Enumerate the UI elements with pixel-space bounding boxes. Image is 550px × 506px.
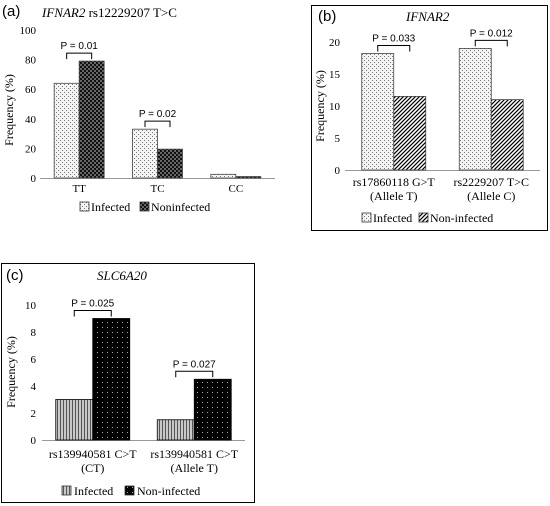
legend-swatch-noninfected	[139, 201, 150, 212]
bar-infected	[458, 48, 492, 171]
bar-infected	[156, 419, 195, 441]
significance-bracket	[377, 45, 411, 52]
y-tick-label: 20	[329, 37, 341, 49]
panel-b-legend: Infected Non-infected	[361, 211, 493, 225]
y-tick-label: 4	[31, 381, 37, 393]
category-label: rs139940581 C>T	[150, 447, 238, 461]
category-label: (Allele T)	[370, 189, 417, 203]
legend-swatch-infected	[79, 201, 90, 212]
panel-c-title: SLC6A20	[97, 268, 147, 283]
panel-c-legend: Infected Non-infected	[61, 484, 200, 498]
bar-infected	[132, 128, 158, 179]
category-label: (Allele C)	[467, 189, 515, 203]
bar-infected	[210, 173, 237, 179]
legend-label-infected: Infected	[373, 211, 412, 225]
bar-noninfected	[78, 60, 105, 179]
legend-label-noninfected: Non-infected	[430, 211, 493, 225]
y-tick-label: 20	[25, 143, 37, 155]
category-label: rs139940581 C>T	[49, 447, 137, 461]
y-tick-label: 5	[335, 133, 341, 145]
y-tick-label: 0	[335, 165, 341, 177]
bar-non-infected	[193, 378, 232, 441]
p-value-label: P = 0.01	[60, 41, 98, 52]
significance-bracket	[175, 370, 214, 378]
significance-bracket	[66, 52, 93, 60]
significance-bracket	[474, 39, 508, 47]
p-value-label: P = 0.033	[372, 34, 415, 45]
y-tick-label: 40	[25, 114, 37, 126]
panel-a: (a) IFNAR2 rs12229207 T>C Frequency (%) …	[2, 3, 275, 214]
panel-b-ylabel: Frequency (%)	[313, 70, 327, 142]
legend-swatch-infected	[61, 485, 72, 496]
category-label: CC	[228, 183, 243, 195]
panel-c: (c) SLC6A20 Frequency (%) 0 2 4 6 8 10 rs13994…	[1, 263, 255, 503]
p-value-label: P = 0.02	[139, 109, 177, 120]
panel-a-title: IFNAR2 rs12229207 T>C	[41, 5, 177, 20]
y-tick-label: 80	[25, 55, 37, 67]
y-tick-label: 10	[25, 300, 37, 312]
bar-non-infected	[393, 96, 427, 171]
p-value-label: P = 0.027	[173, 359, 216, 370]
legend-label-infected: Infected	[74, 484, 113, 498]
panel-a-title-gene: IFNAR2	[41, 5, 86, 20]
significance-bracket	[73, 310, 112, 317]
panel-b-plot: 0 5 10 15 20 rs17860118 G>T(Allele T) P = 0.03…	[329, 28, 540, 203]
legend-swatch-noninfected	[418, 212, 429, 223]
significance-bracket	[144, 120, 171, 128]
panel-c-ylabel: Frequency (%)	[4, 336, 18, 408]
category-label: TT	[72, 183, 86, 195]
panel-a-title-rest: rs12229207 T>C	[85, 5, 177, 20]
panel-a-ylabel: Frequency (%)	[2, 74, 16, 146]
y-tick-label: 100	[20, 25, 37, 37]
y-tick-label: 15	[329, 69, 341, 81]
panel-a-plot: 0 20 40 60 80 100 TT P = 0.01 TC P = 0.02 CC	[20, 25, 275, 195]
bar-non-infected	[92, 318, 131, 441]
category-label: (CT)	[81, 461, 104, 475]
y-tick-label: 0	[31, 173, 37, 185]
p-value-label: P = 0.012	[470, 28, 513, 39]
category-label: rs2229207 T>C	[453, 175, 529, 189]
legend-label-infected: Infected	[91, 200, 130, 214]
panel-b-title: IFNAR2	[405, 9, 450, 24]
category-label: rs17860118 G>T	[353, 175, 436, 189]
legend-swatch-noninfected	[124, 485, 135, 496]
bar-infected	[55, 399, 94, 441]
category-label: (Allele T)	[171, 461, 218, 475]
panel-b: (b) IFNAR2 Frequency (%) 0 5 10 15 20 rs17860…	[311, 5, 548, 231]
y-tick-label: 2	[31, 408, 37, 420]
bar-noninfected	[157, 148, 183, 179]
legend-label-noninfected: Non-infected	[137, 484, 200, 498]
p-value-label: P = 0.025	[71, 299, 114, 310]
y-tick-label: 10	[329, 101, 341, 113]
y-tick-label: 0	[31, 435, 37, 447]
bar-infected	[361, 53, 395, 171]
y-tick-label: 8	[31, 327, 37, 339]
panel-b-letter: (b)	[318, 8, 336, 25]
legend-label-noninfected: Noninfected	[151, 200, 210, 214]
panel-a-legend: Infected Noninfected	[79, 200, 210, 214]
y-tick-label: 6	[31, 354, 37, 366]
panel-c-letter: (c)	[6, 267, 24, 284]
legend-swatch-infected	[361, 212, 372, 223]
category-label: TC	[150, 183, 164, 195]
bar-noninfected	[235, 176, 262, 179]
y-tick-label: 60	[25, 84, 37, 96]
bar-non-infected	[490, 99, 524, 171]
bar-infected	[53, 82, 80, 179]
panel-a-letter: (a)	[2, 3, 20, 20]
